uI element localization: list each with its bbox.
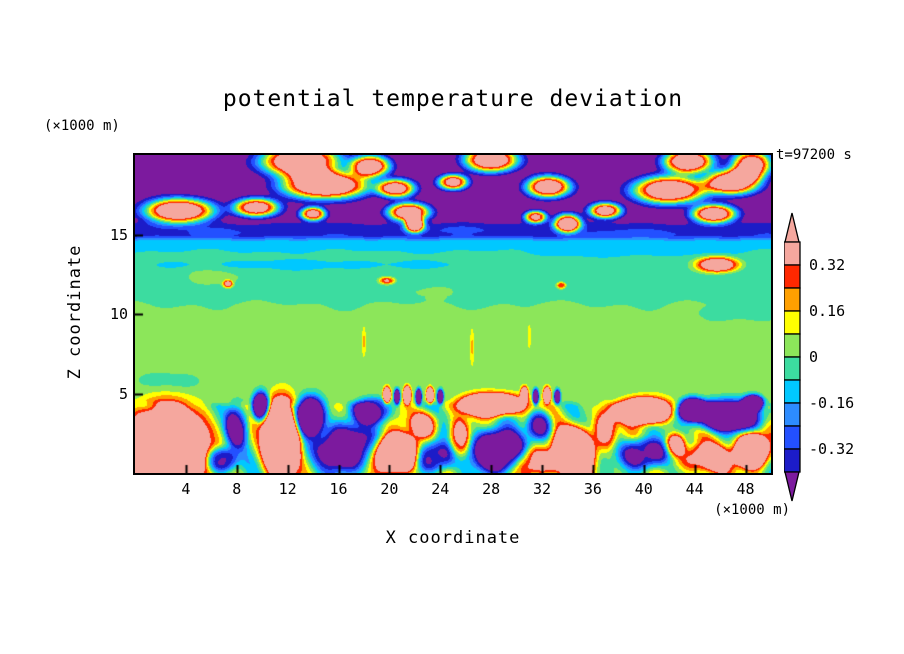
x-tick-label: 20 — [380, 480, 399, 498]
x-tick-label: 12 — [278, 480, 297, 498]
colorbar-label: 0 — [809, 348, 818, 366]
colorbar-segment — [783, 287, 801, 312]
colorbar-label: -0.16 — [809, 394, 854, 412]
x-tick-label: 44 — [685, 480, 704, 498]
colorbar-segment — [783, 379, 801, 404]
colorbar-segment — [783, 402, 801, 427]
y-axis-units: (×1000 m) — [44, 118, 120, 134]
colorbar-label: 0.16 — [809, 302, 845, 320]
colorbar-segment — [783, 356, 801, 381]
colorbar-segment — [783, 264, 801, 289]
x-tick-label: 32 — [533, 480, 552, 498]
x-axis-label: X coordinate — [385, 528, 521, 548]
colorbar-arrow-above-range — [784, 212, 800, 243]
time-annotation: t=97200 s — [776, 147, 852, 163]
y-tick-label: 10 — [109, 305, 128, 323]
x-tick-label: 16 — [329, 480, 348, 498]
colorbar-label: 0.32 — [809, 256, 845, 274]
plot-frame — [133, 153, 773, 475]
plot-title: potential temperature deviation — [222, 86, 684, 112]
colorbar-segment — [783, 310, 801, 335]
colorbar-segment — [783, 241, 801, 266]
x-axis-units: (×1000 m) — [714, 502, 790, 518]
x-tick-label: 40 — [634, 480, 653, 498]
y-tick-label: 5 — [118, 384, 128, 403]
x-tick-label: 36 — [583, 480, 602, 498]
y-tick-label: 15 — [109, 225, 128, 244]
y-axis-label: Z coordinate — [65, 244, 85, 380]
x-tick-label: 48 — [736, 480, 755, 498]
x-tick-label: 4 — [181, 480, 191, 498]
colorbar-segment — [783, 333, 801, 358]
colorbar-segment — [783, 425, 801, 450]
colorbar-arrow-below-range — [784, 471, 800, 502]
colorbar-segment — [783, 448, 801, 473]
contour-canvas — [135, 155, 771, 473]
colorbar: 0.32 0.16 0 -0.16 -0.32 — [783, 212, 904, 512]
x-tick-label: 24 — [431, 480, 450, 498]
x-tick-label: 8 — [232, 480, 242, 498]
x-tick-label: 28 — [482, 480, 501, 498]
colorbar-label: -0.32 — [809, 440, 854, 458]
